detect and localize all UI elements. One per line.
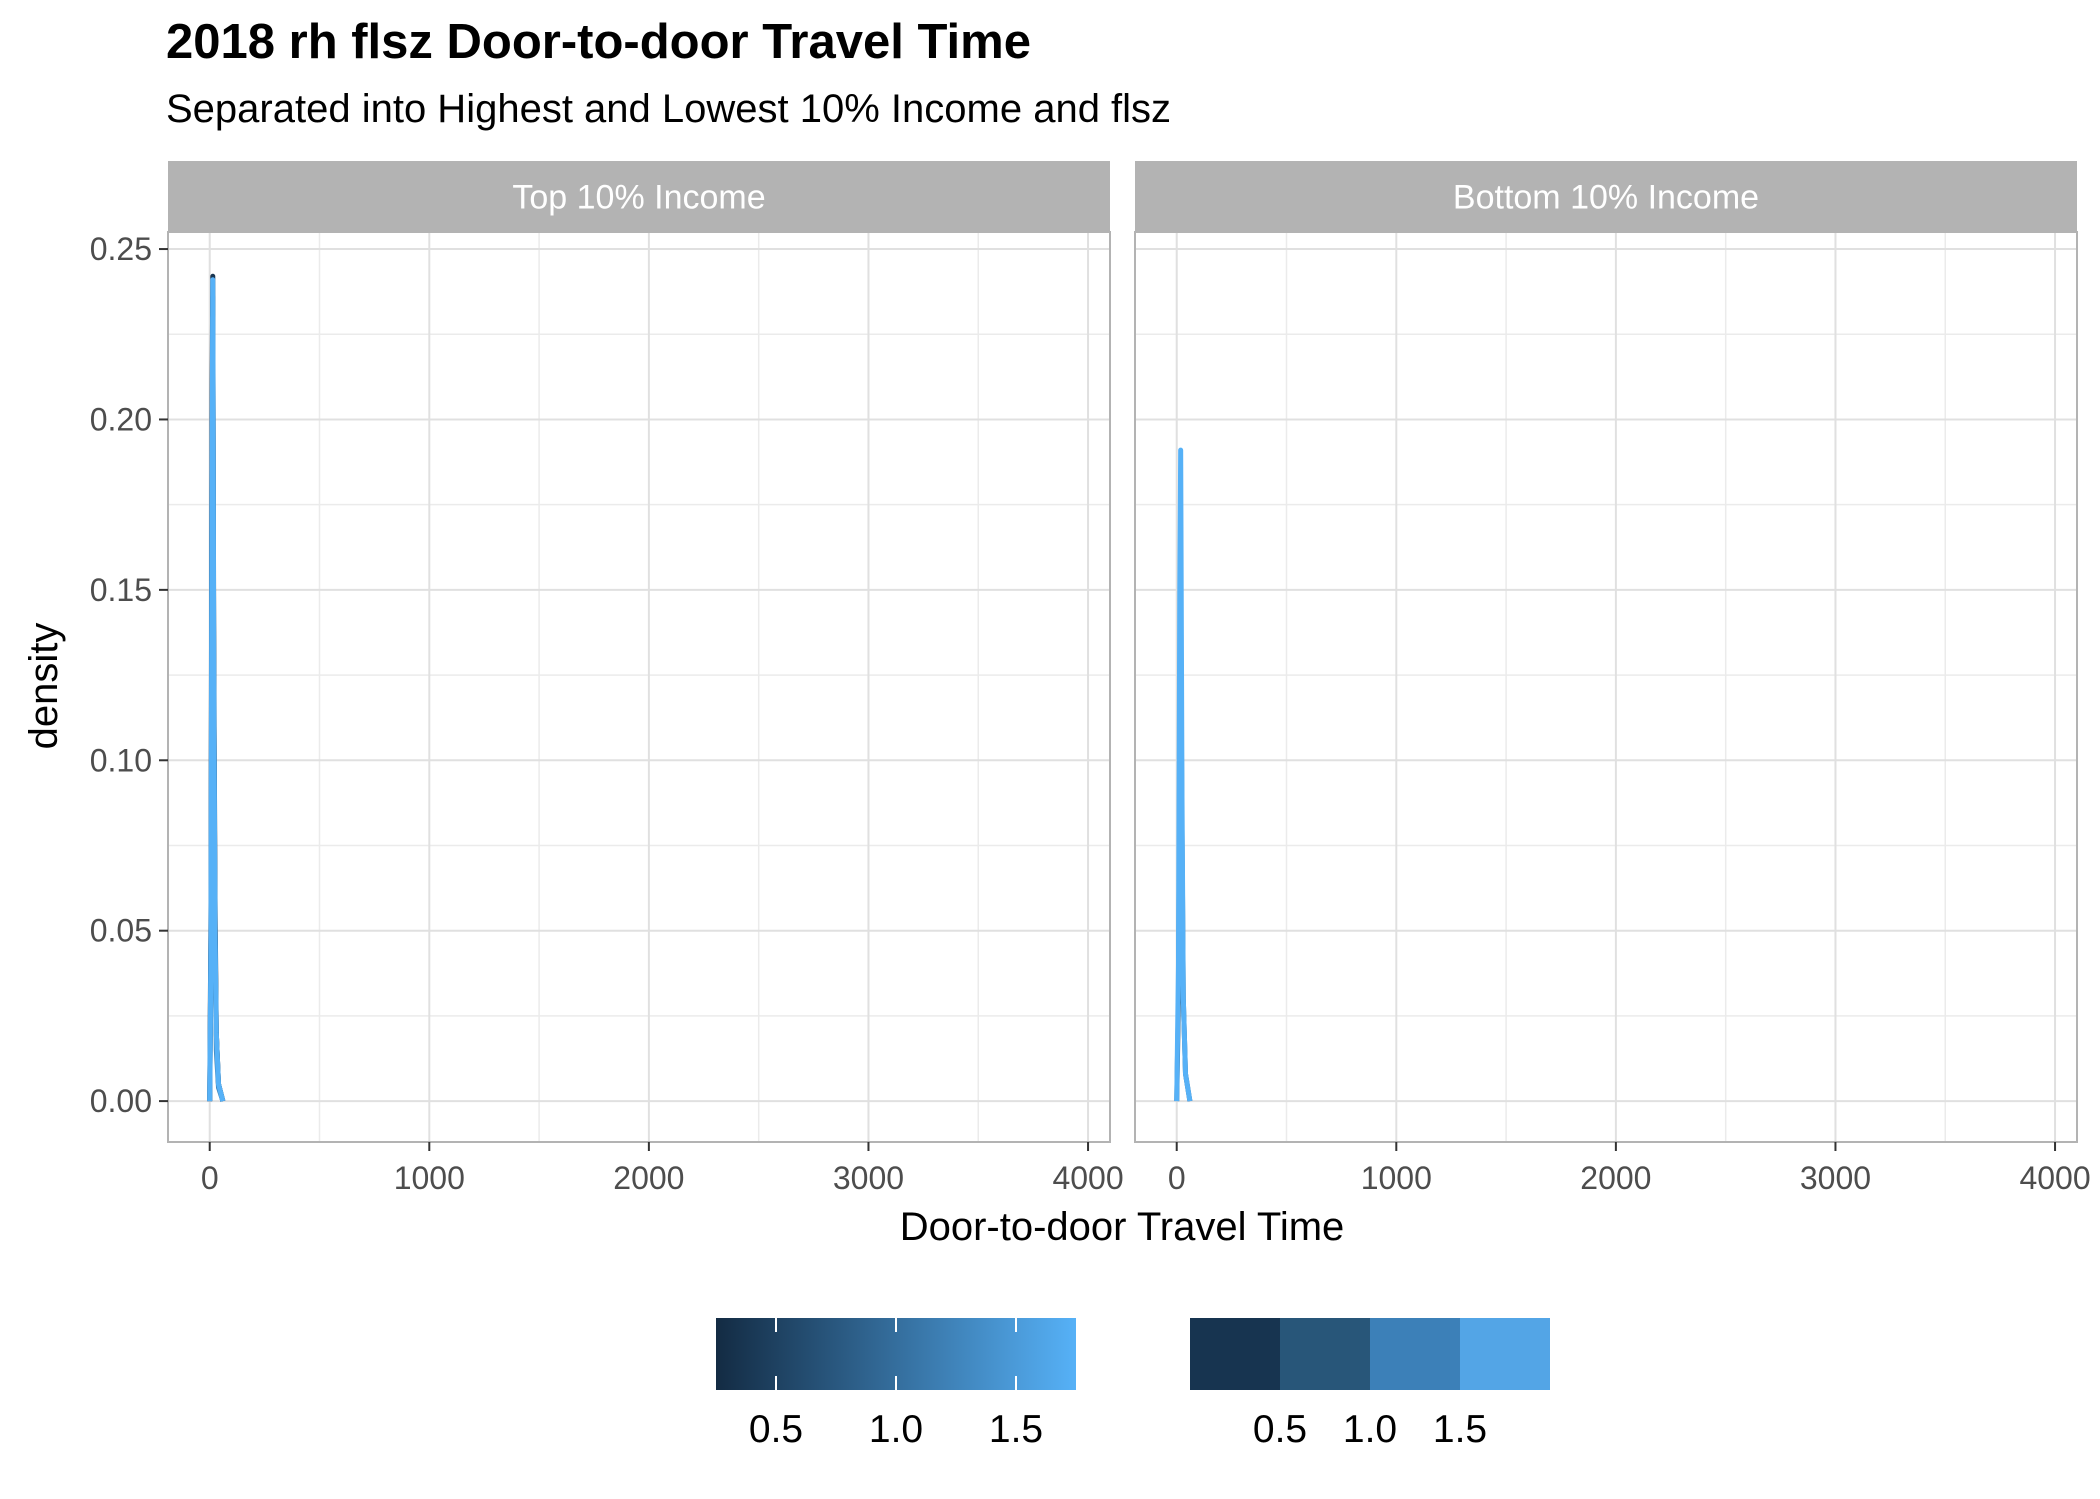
y-tick-label: 0.00 bbox=[90, 1083, 152, 1119]
y-tick-label: 0.10 bbox=[90, 742, 152, 778]
x-tick-label: 3000 bbox=[833, 1160, 904, 1196]
facet-panel-2: Bottom 10% Income 0 1000 2000 3000 4000 bbox=[1134, 161, 2091, 1196]
legend-step-label: 1.0 bbox=[1343, 1408, 1397, 1451]
colorbar-label: 0.5 bbox=[749, 1408, 803, 1451]
panel-background bbox=[168, 232, 1110, 1142]
density-curve-2 bbox=[1174, 447, 1193, 1102]
x-tick-label: 3000 bbox=[1800, 1160, 1871, 1196]
x-axis-title: Door-to-door Travel Time bbox=[900, 1205, 1345, 1249]
y-tick-label: 0.05 bbox=[90, 913, 152, 949]
x-tick-label: 0 bbox=[201, 1160, 219, 1196]
x-tick-label: 1000 bbox=[1361, 1160, 1432, 1196]
facet-strip bbox=[1135, 161, 2077, 232]
panel-background bbox=[1135, 232, 2077, 1142]
y-tick-label: 0.15 bbox=[90, 572, 152, 608]
y-axis-title: density bbox=[22, 623, 66, 750]
density-curve-4 bbox=[207, 277, 226, 1102]
legend-step-label: 0.5 bbox=[1253, 1408, 1307, 1451]
legend-step bbox=[1370, 1318, 1460, 1390]
facet-strip bbox=[168, 161, 1110, 232]
legend-step bbox=[1280, 1318, 1370, 1390]
x-tick-label: 2000 bbox=[1580, 1160, 1651, 1196]
chart-title: 2018 rh flsz Door-to-door Travel Time bbox=[166, 15, 1031, 69]
x-tick-label: 4000 bbox=[1052, 1160, 1123, 1196]
legend-step-label: 1.5 bbox=[1433, 1408, 1487, 1451]
legends: 0.5 1.0 1.5 0.5 1.0 1.5 bbox=[716, 1318, 1550, 1451]
colorbar-label: 1.0 bbox=[869, 1408, 923, 1451]
x-tick-label: 1000 bbox=[394, 1160, 465, 1196]
legend-step bbox=[1190, 1318, 1280, 1390]
colorbar-label: 1.5 bbox=[989, 1408, 1043, 1451]
stepped-legend: 0.5 1.0 1.5 bbox=[1190, 1318, 1550, 1451]
y-tick-label: 0.25 bbox=[90, 231, 152, 267]
facet-strip-label: Bottom 10% Income bbox=[1453, 179, 1759, 217]
x-tick-label: 0 bbox=[1168, 1160, 1186, 1196]
y-axis: 0.00 0.05 0.10 0.15 0.20 0.25 bbox=[90, 231, 168, 1119]
x-tick-label: 2000 bbox=[613, 1160, 684, 1196]
colorbar-legend: 0.5 1.0 1.5 bbox=[716, 1318, 1076, 1451]
y-tick-label: 0.20 bbox=[90, 401, 152, 437]
chart-subtitle: Separated into Highest and Lowest 10% In… bbox=[166, 87, 1172, 131]
x-tick-label: 4000 bbox=[2019, 1160, 2090, 1196]
legend-step bbox=[1460, 1318, 1550, 1390]
facet-panel-1: Top 10% Income 0 1000 2000 3000 4000 bbox=[167, 161, 1124, 1196]
facet-strip-label: Top 10% Income bbox=[512, 179, 765, 217]
